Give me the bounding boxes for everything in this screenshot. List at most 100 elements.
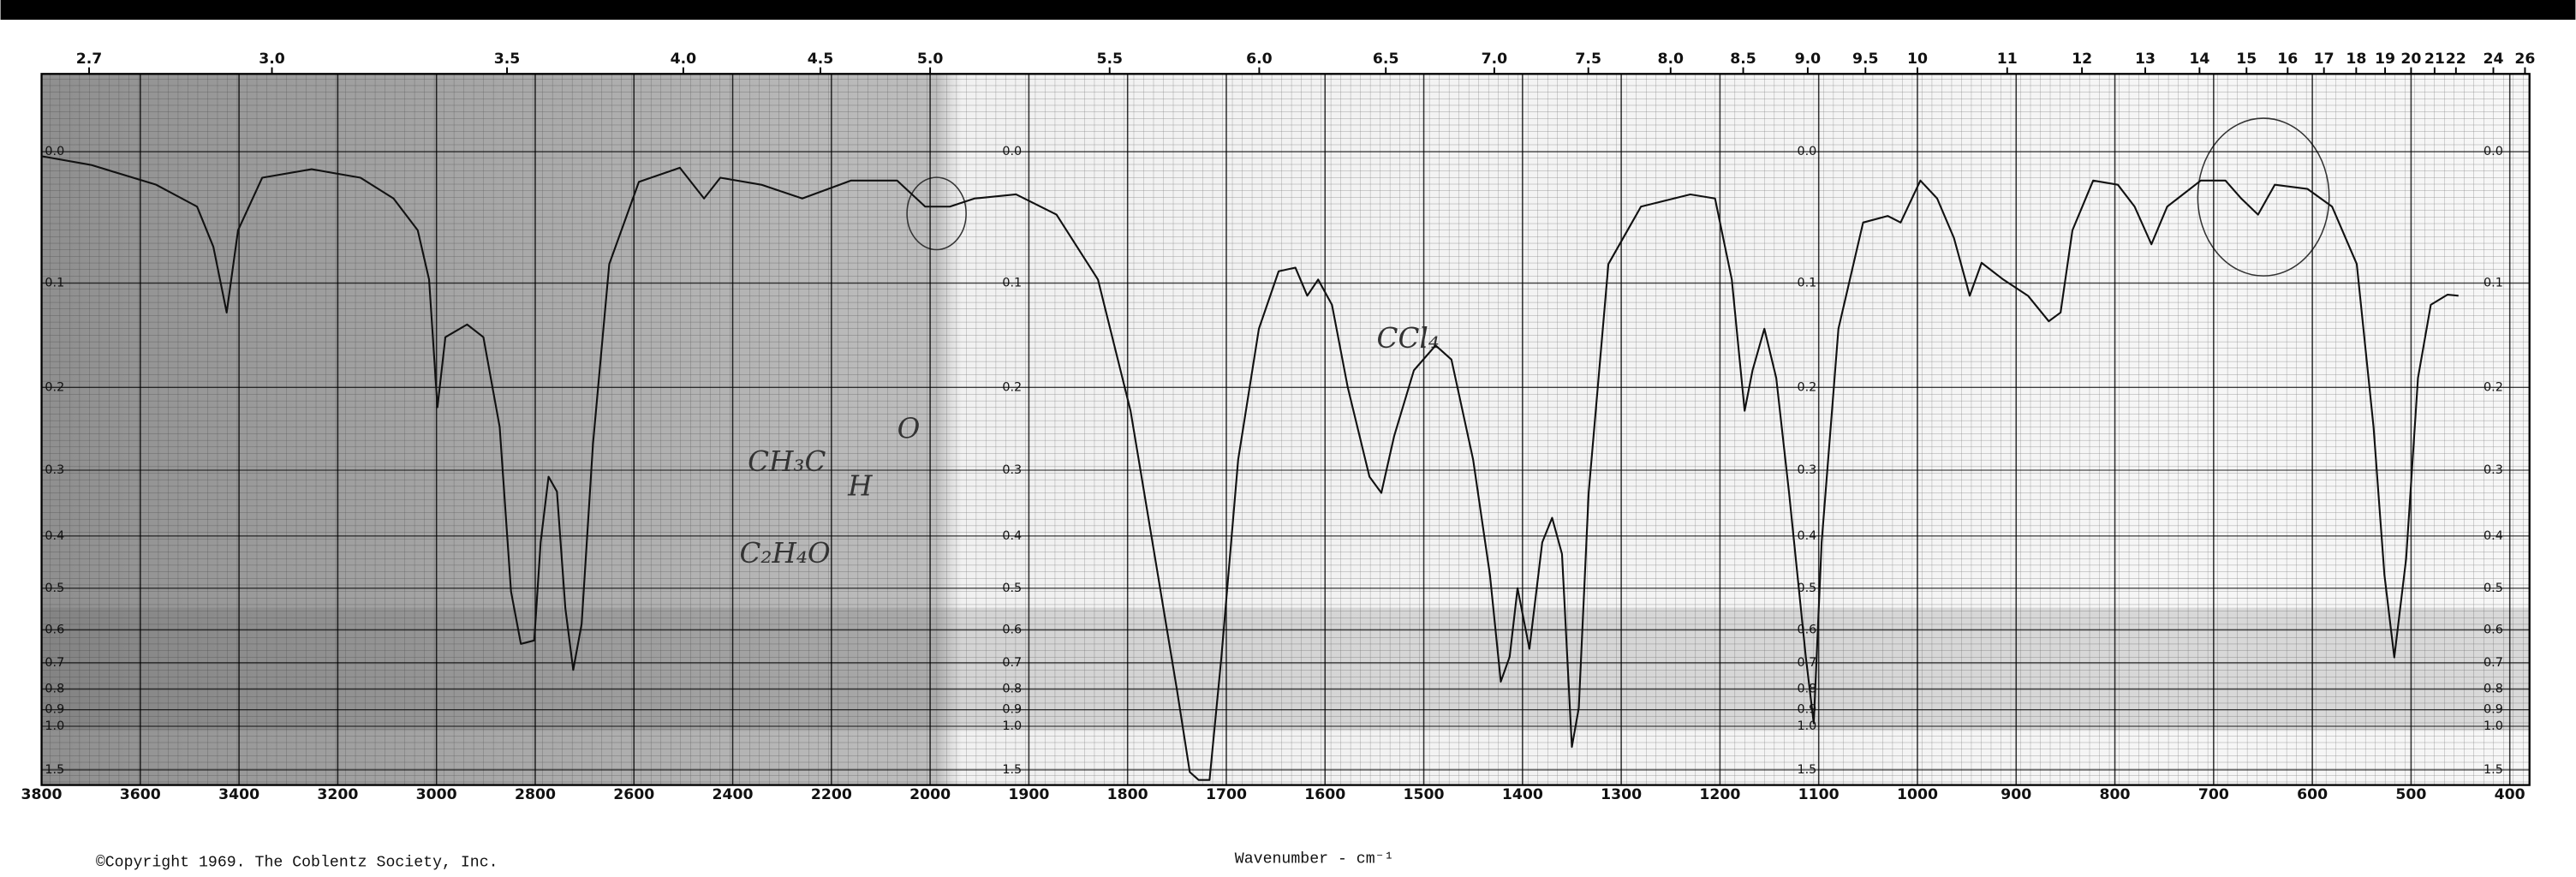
y-tick-label: 0.8 [2484,682,2503,695]
y-tick-label: 0.7 [2484,656,2503,670]
y-tick-label: 0.5 [45,582,64,595]
y-tick-label: 0.5 [1002,582,1022,595]
annotation: CCl₄ [1377,322,1440,355]
y-tick-label: 0.1 [2484,277,2503,290]
y-tick-label: 0.2 [45,380,64,394]
y-tick-label: 0.1 [45,277,64,290]
y-tick-label: 0.2 [2484,380,2503,394]
y-tick-label: 0.0 [45,145,64,158]
y-tick-label: 0.6 [1002,623,1022,636]
y-tick-label: 0.7 [45,656,64,670]
x-tick-label: 1100 [1798,786,1840,803]
hand-circle [906,176,967,251]
y-tick-label: 0.4 [2484,529,2503,543]
y-tick-label: 0.5 [2484,582,2503,595]
y-tick-label: 1.5 [1797,763,1816,777]
x-tick-label: 2000 [909,786,951,803]
x2-tick-label: 13 [2135,51,2156,68]
x-tick-label: 1500 [1404,786,1445,803]
x2-tick-label: 7.0 [1482,51,1508,68]
annotation: CH₃C [748,445,826,478]
y-tick-label: 0.9 [1002,703,1022,717]
x2-tick-label: 5.0 [917,51,944,68]
x-tick-label: 3200 [317,786,358,803]
y-tick-label: 0.0 [1002,145,1022,158]
y-tick-label: 0.4 [45,529,64,543]
x2-tick-label: 3.0 [259,51,285,68]
y-tick-label: 0.8 [1002,682,1022,695]
y-tick-label: 0.9 [45,703,64,717]
x2-tick-label: 5.5 [1096,51,1123,68]
x2-tick-label: 8.5 [1730,51,1756,68]
x-tick-label: 3600 [120,786,161,803]
x2-tick-label: 15 [2236,51,2257,68]
y-tick-label: 0.3 [45,463,64,477]
y-tick-label: 1.5 [1002,763,1022,777]
x-tick-label: 1000 [1897,786,1938,803]
y-tick-label: 0.2 [1797,380,1816,394]
y-tick-label: 0.3 [1797,463,1816,477]
annotation: O [897,412,921,444]
y-tick-label: 0.1 [1002,277,1022,290]
x2-tick-label: 4.0 [671,51,697,68]
minor-grid [41,74,2530,785]
x-tick-label: 1600 [1304,786,1345,803]
y-tick-label: 0.6 [45,623,64,636]
x2-tick-label: 12 [2072,51,2092,68]
x-tick-label: 1200 [1699,786,1740,803]
y-tick-label: 0.8 [45,682,64,695]
x2-tick-label: 18 [2346,51,2366,68]
y-tick-label: 0.7 [1002,656,1022,670]
x-tick-label: 3800 [21,786,63,803]
x2-tick-label: 6.5 [1373,51,1399,68]
x2-tick-label: 26 [2514,51,2535,68]
y-tick-label: 0.3 [2484,463,2503,477]
x-tick-label: 900 [2001,786,2031,803]
y-tick-label: 0.8 [1797,682,1816,695]
y-tick-label: 0.5 [1797,582,1816,595]
y-tick-label: 0.9 [2484,703,2503,717]
y-tick-label: 1.0 [2484,719,2503,733]
x2-tick-label: 9.0 [1795,51,1822,68]
x-tick-label: 1700 [1206,786,1247,803]
y-tick-label: 0.2 [1002,380,1022,394]
x2-tick-label: 16 [2277,51,2298,68]
x-tick-label: 1900 [1008,786,1049,803]
x2-tick-label: 8.0 [1657,51,1684,68]
x-tick-label: 700 [2198,786,2229,803]
x-tick-label: 2600 [613,786,654,803]
y-tick-label: 1.5 [2484,763,2503,777]
x-tick-label: 400 [2495,786,2525,803]
x-tick-label: 1800 [1107,786,1148,803]
x2-tick-label: 6.0 [1246,51,1273,68]
scan-border [0,0,2576,21]
x-tick-label: 1400 [1502,786,1543,803]
x2-tick-label: 11 [1997,51,2018,68]
x-tick-label: 3400 [218,786,259,803]
x-tick-label: 1300 [1601,786,1642,803]
x2-tick-label: 24 [2483,51,2503,68]
y-tick-label: 0.6 [2484,623,2503,636]
hand-circle [2197,117,2330,277]
y-tick-label: 0.6 [1797,623,1816,636]
x2-tick-label: 19 [2375,51,2395,68]
x-tick-label: 600 [2297,786,2328,803]
y-tick-label: 1.0 [1797,719,1816,733]
x2-tick-label: 21 [2424,51,2445,68]
annotation: C₂H₄O [740,537,831,570]
x-tick-label: 2800 [515,786,556,803]
x2-tick-label: 7.5 [1575,51,1601,68]
x2-tick-label: 4.5 [808,51,834,68]
x2-tick-label: 9.5 [1852,51,1879,68]
y-tick-label: 1.0 [45,719,64,733]
y-tick-label: 0.0 [1797,145,1816,158]
y-tick-label: 0.4 [1797,529,1816,543]
x2-tick-label: 14 [2189,51,2209,68]
y-tick-label: 0.1 [1797,277,1816,290]
y-tick-label: 1.0 [1002,719,1022,733]
x-axis-label: Wavenumber - cm⁻¹ [1235,851,1394,868]
x2-tick-label: 17 [2314,51,2334,68]
x-tick-label: 2400 [713,786,754,803]
x2-tick-label: 3.5 [494,51,521,68]
